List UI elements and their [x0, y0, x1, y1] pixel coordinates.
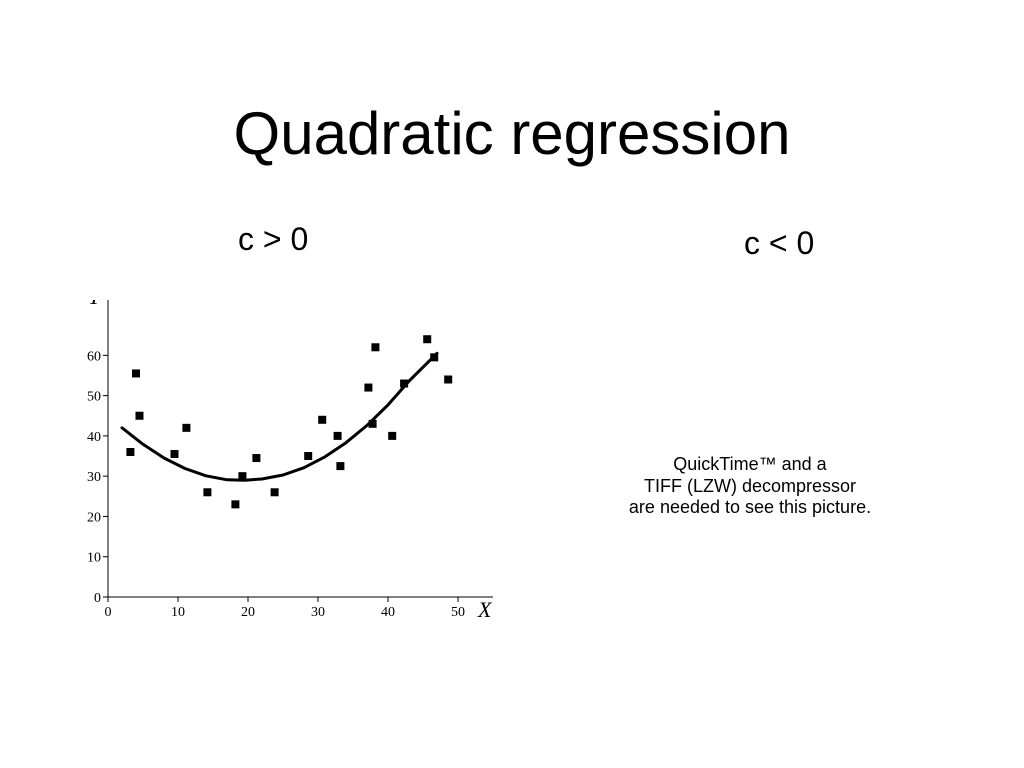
y-axis-label: Y: [88, 300, 103, 309]
y-tick-label: 10: [87, 551, 101, 566]
slide-title: Quadratic regression: [233, 100, 791, 167]
fit-curve-group: [120, 351, 439, 482]
y-tick-label: 40: [87, 430, 101, 445]
x-tick-label: 10: [171, 605, 185, 620]
data-point: [231, 500, 240, 509]
data-point: [238, 472, 247, 481]
placeholder-line: TIFF (LZW) decompressor: [643, 475, 857, 496]
placeholder-line: QuickTime™ and a: [673, 454, 827, 474]
x-tick-label: 40: [381, 605, 395, 620]
y-tick-label: 30: [87, 470, 101, 485]
data-point: [423, 335, 432, 344]
y-tick-label: 20: [87, 510, 101, 525]
quadratic-scatter-chart: 0 10 20 30 40 50 60 0 10 20 30 40 50 Y X: [87, 300, 493, 622]
data-point: [444, 375, 453, 384]
y-tick-label: 50: [87, 390, 101, 405]
y-tick-label: 0: [94, 591, 101, 606]
data-point: [132, 369, 140, 378]
data-point: [371, 343, 380, 352]
data-point: [333, 431, 342, 440]
data-point: [252, 454, 261, 463]
data-point: [170, 450, 179, 459]
y-tick-label: 60: [87, 349, 101, 364]
data-point: [388, 431, 397, 440]
data-point: [182, 423, 191, 432]
chart-axes: [107, 300, 493, 598]
x-tick-label: 0: [105, 605, 112, 620]
x-tick-label: 50: [451, 605, 465, 620]
heading-c-positive: c > 0: [238, 221, 309, 257]
data-point: [336, 462, 345, 471]
data-point: [368, 419, 377, 428]
placeholder-line: are needed to see this picture.: [628, 497, 872, 517]
chart-ticks: 0 10 20 30 40 50 60 0 10 20 30 40 50: [87, 349, 465, 620]
data-point: [318, 415, 327, 424]
data-point: [126, 448, 135, 456]
data-point: [364, 383, 373, 392]
data-point: [270, 488, 279, 497]
x-axis-label: X: [477, 597, 493, 622]
data-point: [304, 452, 313, 461]
data-point: [400, 379, 409, 388]
fit-curve: [120, 351, 439, 482]
heading-c-negative: c < 0: [744, 225, 815, 261]
data-point: [430, 353, 439, 362]
x-tick-label: 30: [311, 605, 325, 620]
data-point: [203, 488, 212, 497]
missing-picture-placeholder: QuickTime™ and a TIFF (LZW) decompressor…: [600, 454, 900, 519]
data-points: [126, 335, 453, 509]
x-tick-label: 20: [241, 605, 255, 620]
data-point: [135, 411, 144, 420]
